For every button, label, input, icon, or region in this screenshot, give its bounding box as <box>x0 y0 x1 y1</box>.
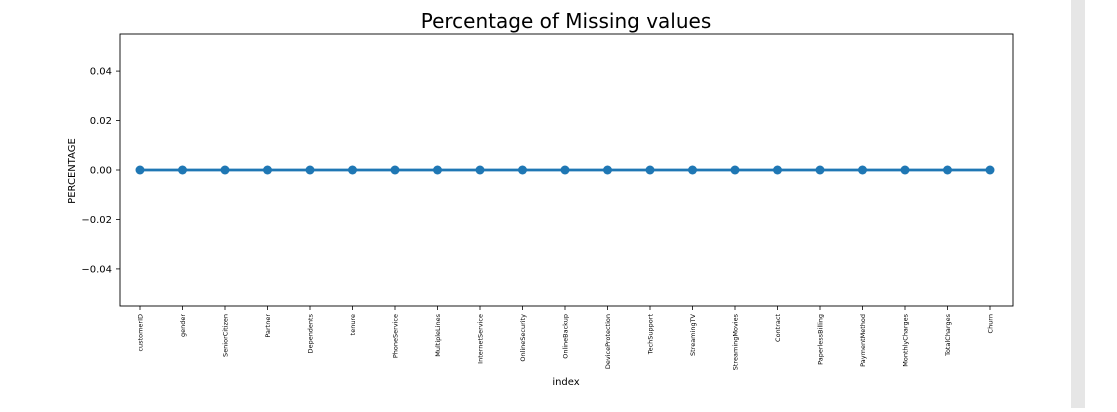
y-tick-label: 0.04 <box>90 67 112 78</box>
x-tick-label: InternetService <box>477 314 485 364</box>
x-tick-label: MonthlyCharges <box>902 313 910 366</box>
data-point <box>390 165 400 175</box>
x-tick-label: Churn <box>987 314 995 333</box>
data-point <box>858 165 867 175</box>
data-point <box>900 165 910 175</box>
x-tick-label: TotalCharges <box>944 313 952 357</box>
x-tick-label: Contract <box>774 314 782 342</box>
y-tick-label: 0.02 <box>90 116 112 127</box>
y-tick-label: −0.04 <box>81 264 112 275</box>
data-point <box>135 165 145 175</box>
vertical-scrollbar[interactable] <box>1071 0 1085 408</box>
x-tick-label: DeviceProtection <box>604 314 612 369</box>
x-tick-label: PaperlessBilling <box>817 314 825 365</box>
data-point <box>433 165 442 175</box>
data-point <box>220 165 230 175</box>
data-point <box>773 165 782 175</box>
data-point <box>730 165 740 175</box>
data-point <box>518 165 527 175</box>
x-tick-label: OnlineBackup <box>562 314 570 359</box>
data-point <box>475 165 485 175</box>
data-point <box>943 165 952 175</box>
x-tick-label: MultipleLines <box>434 313 442 356</box>
x-axis: customerID gender SeniorCitizen Partner Depe… <box>137 306 995 370</box>
data-point <box>305 165 315 175</box>
series-line <box>135 165 995 175</box>
data-point <box>645 165 655 175</box>
x-tick-label: SeniorCitizen <box>222 314 230 357</box>
x-tick-label: PhoneService <box>392 314 400 358</box>
data-point <box>815 165 825 175</box>
x-tick-label: gender <box>179 314 187 337</box>
x-tick-label: tenure <box>349 314 357 335</box>
chart-title: Percentage of Missing values <box>421 9 712 33</box>
chart: Percentage of Missing values −0.04 −0.02 0… <box>67 9 1014 388</box>
data-point <box>688 165 697 175</box>
y-axis-label: PERCENTAGE <box>67 138 78 204</box>
y-axis: −0.04 −0.02 0.00 0.02 0.04 <box>81 67 120 275</box>
data-point <box>560 165 570 175</box>
x-tick-label: OnlineSecurity <box>519 314 527 362</box>
data-point <box>263 165 272 175</box>
x-tick-label: Partner <box>264 314 272 338</box>
data-point <box>603 165 612 175</box>
x-tick-label: StreamingMovies <box>732 313 740 370</box>
data-point <box>348 165 357 175</box>
y-tick-label: −0.02 <box>81 215 112 226</box>
x-axis-label: index <box>552 377 579 388</box>
x-tick-label: customerID <box>137 314 145 352</box>
x-tick-label: PaymentMethod <box>859 314 867 367</box>
data-point <box>985 165 995 175</box>
x-tick-label: TechSupport <box>647 314 655 356</box>
x-tick-label: Dependents <box>307 313 315 353</box>
x-tick-label: StreamingTV <box>689 313 697 356</box>
y-tick-label: 0.00 <box>90 166 112 177</box>
data-point <box>178 165 187 175</box>
